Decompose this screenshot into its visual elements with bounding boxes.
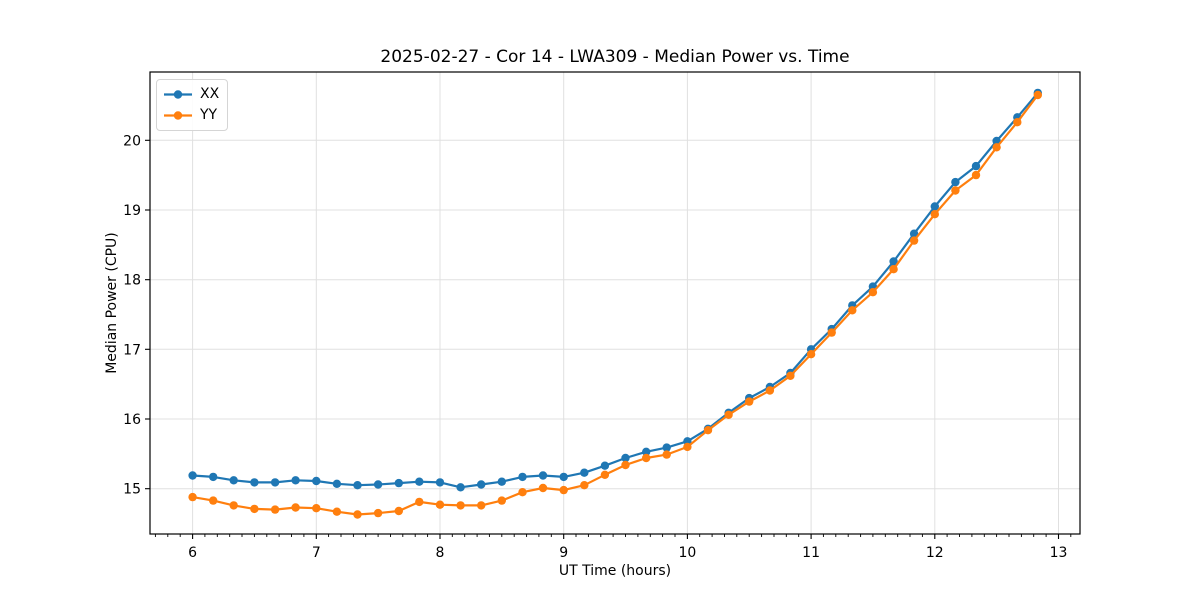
svg-text:19: 19: [123, 203, 141, 219]
svg-text:7: 7: [312, 545, 321, 561]
legend-swatch-yy-icon: [164, 111, 192, 120]
svg-text:20: 20: [123, 133, 141, 149]
legend-item-yy: YY: [163, 105, 221, 126]
legend-label-yy: YY: [200, 107, 218, 123]
axes-spines: [149, 71, 1081, 535]
svg-text:17: 17: [123, 342, 141, 358]
svg-text:10: 10: [678, 545, 696, 561]
svg-text:6: 6: [188, 545, 197, 561]
svg-text:9: 9: [559, 545, 568, 561]
svg-text:12: 12: [926, 545, 944, 561]
legend-item-xx: XX: [163, 84, 221, 105]
axis-ticks: [145, 139, 1072, 539]
y-axis-label: Median Power (CPU): [104, 232, 120, 374]
legend-swatch-xx-icon: [164, 90, 192, 99]
legend: XX YY: [156, 79, 228, 131]
svg-text:16: 16: [123, 412, 141, 428]
legend-label-xx: XX: [200, 86, 220, 102]
svg-text:15: 15: [123, 482, 141, 498]
x-axis-label: UT Time (hours): [558, 563, 672, 579]
svg-text:8: 8: [436, 545, 445, 561]
gridlines: [150, 72, 1080, 534]
tick-labels: 6 7 8 9 10 11 12 13 15 16 17 18 19 20: [123, 133, 1067, 561]
svg-text:18: 18: [123, 273, 141, 289]
data-series: [188, 88, 1043, 519]
svg-text:11: 11: [802, 545, 820, 561]
svg-text:13: 13: [1050, 545, 1068, 561]
chart-title: 2025-02-27 - Cor 14 - LWA309 - Median Po…: [380, 47, 850, 67]
